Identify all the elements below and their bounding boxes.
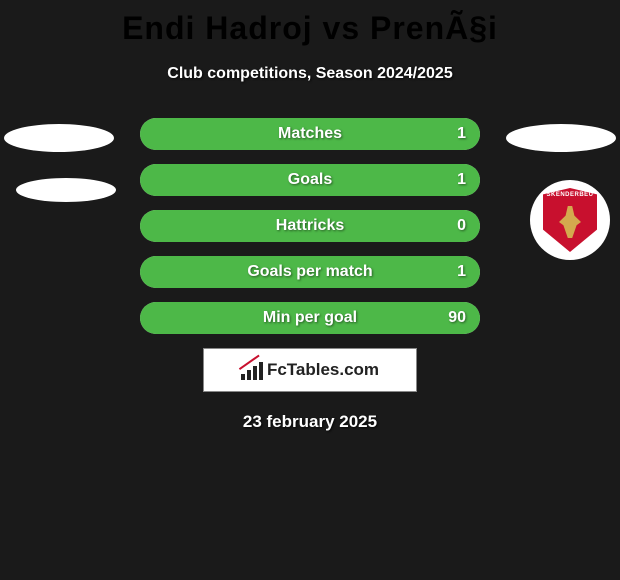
shield-figure-icon	[559, 206, 581, 238]
vs-separator: vs	[323, 10, 361, 46]
stat-value: 90	[448, 309, 466, 327]
stat-row-matches: Matches 1	[140, 118, 480, 150]
stat-value: 0	[457, 217, 466, 235]
player1-badge-placeholder-1	[4, 124, 114, 152]
stat-label: Matches	[278, 125, 342, 143]
stat-row-goals: Goals 1	[140, 164, 480, 196]
site-logo[interactable]: FcTables.com	[203, 348, 417, 392]
stat-value: 1	[457, 171, 466, 189]
stat-label: Goals	[288, 171, 332, 189]
stat-label: Min per goal	[263, 309, 357, 327]
competition-subtitle: Club competitions, Season 2024/2025	[0, 65, 620, 83]
player2-badge-placeholder	[506, 124, 616, 152]
comparison-title: Endi Hadroj vs PrenÃ§i	[0, 0, 620, 47]
stat-value: 1	[457, 263, 466, 281]
player1-name: Endi Hadroj	[122, 10, 313, 46]
stat-row-min-per-goal: Min per goal 90	[140, 302, 480, 334]
stat-label: Goals per match	[247, 263, 372, 281]
stats-container: Matches 1 Goals 1 Hattricks 0 Goals per …	[0, 118, 620, 334]
club-badge: SKENDERBEU	[530, 180, 610, 260]
stat-value: 1	[457, 125, 466, 143]
chart-icon	[241, 360, 263, 380]
club-name-text: SKENDERBEU	[543, 192, 597, 198]
date-text: 23 february 2025	[0, 412, 620, 432]
stat-row-hattricks: Hattricks 0	[140, 210, 480, 242]
shield-icon: SKENDERBEU	[543, 188, 597, 252]
stat-row-goals-per-match: Goals per match 1	[140, 256, 480, 288]
stat-label: Hattricks	[276, 217, 344, 235]
player1-badge-placeholder-2	[16, 178, 116, 202]
logo-text: FcTables.com	[267, 360, 379, 380]
player2-name: PrenÃ§i	[370, 10, 498, 46]
